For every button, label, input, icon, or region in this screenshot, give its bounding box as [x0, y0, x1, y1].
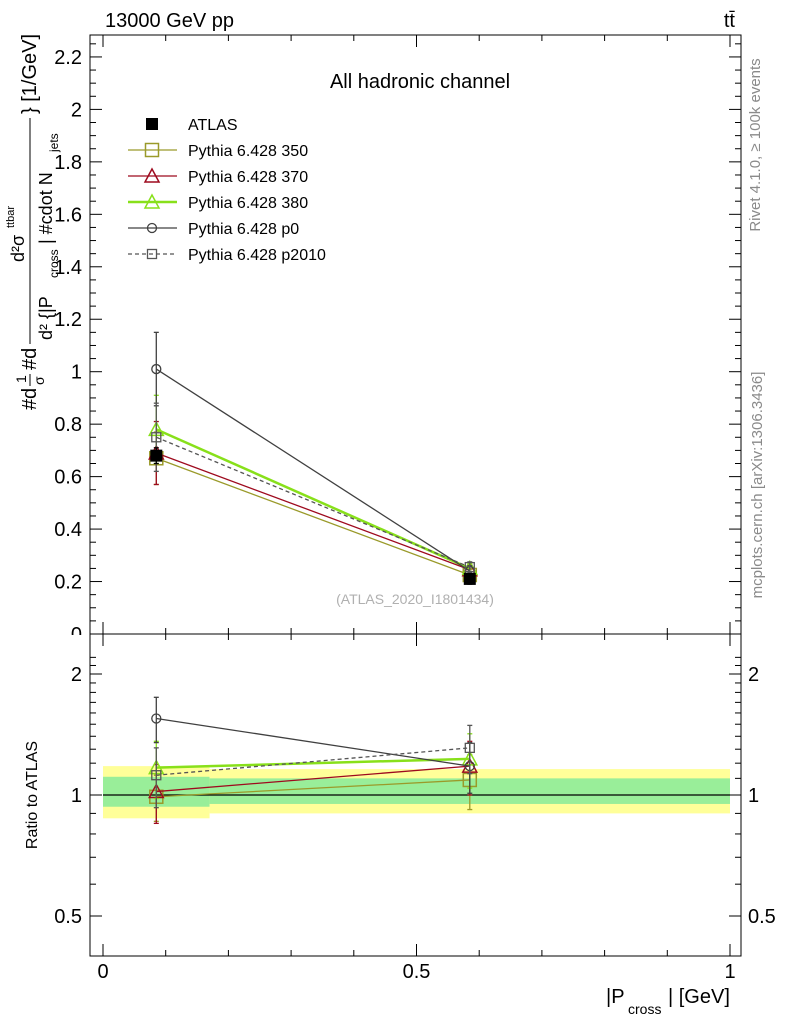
data-point	[464, 561, 475, 573]
legend-item: Pythia 6.428 p0	[128, 221, 299, 238]
legend-marker	[146, 118, 158, 130]
main-ytick-label: 0.6	[54, 467, 82, 489]
legend: ATLAS Pythia 6.428 350 Pythia 6.428 370 Pyt…	[128, 117, 326, 264]
main-ytick-label: 1	[71, 362, 82, 384]
legend-label: ATLAS	[188, 117, 238, 134]
data-point	[151, 363, 162, 375]
legend-label: Pythia 6.428 p0	[188, 221, 299, 238]
ratio-series-line	[156, 747, 470, 776]
main-ytick-label: 1.2	[54, 309, 82, 331]
main-plot-title: All hadronic channel	[330, 71, 510, 93]
ylabel-d: d	[19, 388, 41, 399]
ratio-ytick-label: 1	[71, 785, 82, 807]
ratio-y-axis-label: Ratio to ATLAS	[24, 741, 41, 849]
xlabel-main: |P	[606, 986, 625, 1008]
xlabel-sub: cross	[628, 1001, 661, 1017]
legend-label: Pythia 6.428 p2010	[188, 247, 326, 264]
main-y-axis-label: # d 1 σ #d d²σ ttbar d² {|P cross | #cdo…	[5, 34, 61, 410]
ratio-xtick-label: 0.5	[403, 961, 431, 983]
rivet-label: Rivet 4.1.0, ≥ 100k events	[747, 58, 764, 231]
ylabel-inner-numerator: d²σ	[8, 235, 28, 262]
ratio-ytick-label-right: 0.5	[748, 906, 776, 928]
ylabel-frac-one: 1	[13, 375, 29, 383]
legend-marker	[143, 193, 161, 209]
zero-label-mask	[60, 635, 89, 645]
ratio-ytick-label: 0.5	[54, 906, 82, 928]
mcplots-label: mcplots.cern.ch [arXiv:1306.3436]	[749, 372, 766, 599]
main-axes: 0.20.40.60.811.21.41.61.822.20	[54, 35, 741, 646]
ratio-series-line	[156, 717, 470, 767]
ylabel-inner-sup: ttbar	[5, 206, 17, 228]
ratio-ytick-label-right: 1	[748, 785, 759, 807]
ratio-series-line	[156, 765, 470, 793]
legend-marker	[146, 222, 158, 234]
legend-item: Pythia 6.428 350	[128, 142, 308, 160]
legend-label: Pythia 6.428 380	[188, 195, 308, 212]
analysis-watermark: (ATLAS_2020_I1801434)	[336, 591, 494, 607]
legend-item: Pythia 6.428 p2010	[128, 247, 326, 264]
ylabel-hash-d: #d	[19, 348, 41, 370]
main-ytick-label: 0.2	[54, 572, 82, 594]
main-ytick-label: 2	[71, 99, 82, 121]
legend-item: ATLAS	[146, 117, 238, 134]
ylabel-inner-den-pre: d² {|P	[36, 296, 56, 340]
energy-label: 13000 GeV pp	[105, 10, 234, 32]
ratio-axes: 0.5 0.5 1 1 2 2 0 0.5 1	[54, 634, 776, 983]
legend-item: Pythia 6.428 380	[128, 193, 308, 212]
ylabel-frac-sigma: σ	[31, 376, 47, 385]
xlabel-tail: | [GeV]	[668, 986, 730, 1008]
ratio-xtick-label: 1	[724, 961, 735, 983]
ylabel-inner-den-sub: cross	[47, 249, 61, 278]
ratio-data-point	[151, 770, 162, 781]
main-ytick-label: 0.4	[54, 519, 82, 541]
ratio-bands	[103, 766, 731, 819]
ylabel-suffix: } [1/GeV]	[19, 34, 41, 114]
series-line	[156, 457, 471, 576]
ratio-ytick-label-right: 2	[748, 664, 759, 686]
ratio-data-point	[151, 713, 162, 724]
series-line	[156, 452, 471, 571]
ratio-series-line	[156, 757, 470, 769]
main-ytick-label: 1.8	[54, 152, 82, 174]
legend-item: Pythia 6.428 370	[128, 167, 308, 186]
series-line	[155, 368, 471, 572]
process-label: tt̄	[724, 10, 736, 32]
main-ytick-label: 2.2	[54, 47, 82, 69]
series-line	[156, 436, 471, 568]
ylabel-hash: #	[19, 398, 41, 410]
ratio-ytick-label: 2	[71, 664, 82, 686]
main-ytick-label: 0.8	[54, 414, 82, 436]
main-ytick-label: 1.6	[54, 204, 82, 226]
ylabel-inner-den-mid: | #cdot N	[36, 172, 56, 244]
legend-marker	[143, 167, 161, 183]
ylabel-inner-den-sub2: jets	[47, 133, 61, 153]
ratio-data-point	[464, 742, 475, 754]
legend-label: Pythia 6.428 370	[188, 169, 308, 186]
data-point	[151, 432, 162, 443]
ratio-series-line	[156, 779, 470, 798]
ratio-series	[148, 696, 479, 825]
legend-marker	[144, 142, 160, 158]
ratio-xtick-label: 0	[97, 961, 108, 983]
data-point	[150, 449, 163, 462]
legend-marker	[146, 248, 158, 260]
legend-label: Pythia 6.428 350	[188, 143, 308, 160]
main-ytick-label: 1.4	[54, 257, 82, 279]
data-point	[463, 572, 476, 585]
x-axis-label: |P cross | [GeV]	[606, 986, 730, 1017]
main-series	[148, 331, 479, 585]
